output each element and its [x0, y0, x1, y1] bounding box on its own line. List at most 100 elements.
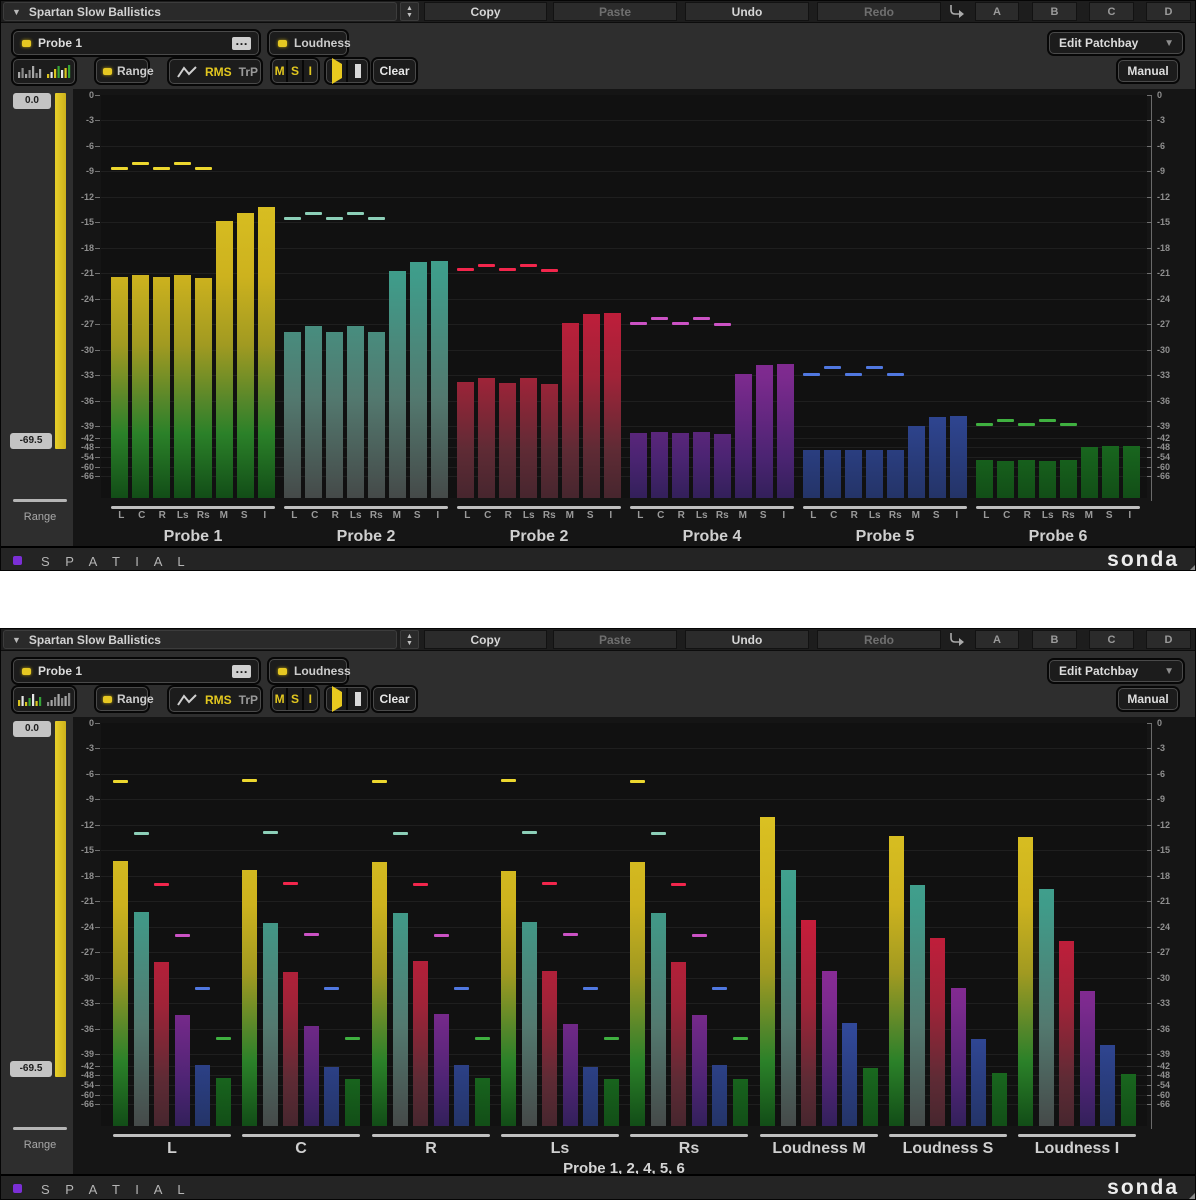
meter-group: L C R Ls Rs M S I Probe 6 [976, 95, 1140, 555]
channel-label: M [219, 510, 228, 521]
clear-button[interactable]: Clear [373, 687, 416, 711]
trp-toggle[interactable]: TrP [238, 692, 259, 707]
group-label: C [295, 1140, 307, 1157]
meter-bar [499, 383, 516, 498]
peak-marker [216, 1037, 231, 1040]
preset-a-button[interactable]: A [975, 2, 1019, 21]
probe-select-combo[interactable]: Probe 1 … [13, 31, 259, 55]
range-button-label: Range [117, 64, 154, 78]
play-icon [331, 686, 342, 712]
range-gauge-bar[interactable] [55, 721, 66, 1077]
meter-bar [134, 912, 149, 1126]
manual-button[interactable]: Manual [1118, 60, 1178, 82]
meter-view-split-icon[interactable] [17, 64, 42, 80]
range-bottom-value[interactable]: -69.5 [10, 1061, 52, 1077]
trp-toggle[interactable]: TrP [238, 64, 259, 79]
range-gauge-bar[interactable] [55, 93, 66, 449]
group-baseline [242, 1134, 360, 1137]
db-axis-left: 0 -3 -6 -9 -12 -15 -18 -21 -24 -27 -30 -33 -36 -39 -42… [73, 90, 100, 498]
peak-marker [692, 934, 707, 937]
range-led-icon [103, 67, 112, 75]
play-button[interactable] [327, 686, 346, 712]
preset-stepper[interactable]: ▲ ▼ [400, 630, 419, 649]
undo-button[interactable]: Undo [685, 2, 809, 21]
mid-toggle[interactable]: M [274, 692, 285, 706]
manual-button[interactable]: Manual [1118, 688, 1178, 710]
ab-copy-icon[interactable] [944, 2, 968, 21]
peak-marker [672, 322, 689, 325]
preset-d-button[interactable]: D [1146, 630, 1191, 649]
input-toggle[interactable]: I [308, 692, 312, 706]
meter-bar [413, 961, 428, 1126]
probes-bottom-label: Probe 1, 2, 4, 5, 6 [563, 1160, 685, 1177]
preset-d-button[interactable]: D [1146, 2, 1191, 21]
preset-c-button[interactable]: C [1089, 630, 1134, 649]
meter-view-grouped-icon[interactable] [46, 692, 71, 708]
peak-marker [368, 217, 385, 220]
peak-marker [997, 419, 1014, 422]
pause-button[interactable] [348, 692, 367, 706]
probe-options-icon[interactable]: … [232, 662, 251, 678]
channel-label-row: L C R Ls Rs M S I [803, 510, 967, 521]
paste-button[interactable]: Paste [553, 630, 677, 649]
pause-icon [354, 692, 361, 706]
rms-toggle[interactable]: RMS [205, 692, 232, 707]
meter-bar [910, 885, 925, 1126]
meter-view-split-icon[interactable] [17, 692, 42, 708]
range-toggle[interactable]: Range [96, 687, 154, 711]
paste-button[interactable]: Paste [553, 2, 677, 21]
meter-bar [604, 313, 621, 498]
preset-selector[interactable]: ▼ Spartan Slow Ballistics [3, 630, 397, 649]
channel-label: I [436, 510, 440, 521]
peak-marker [393, 832, 408, 835]
range-top-value[interactable]: 0.0 [13, 721, 51, 737]
meter-bar [153, 277, 170, 498]
copy-button[interactable]: Copy [424, 2, 547, 21]
preset-b-button[interactable]: B [1032, 2, 1077, 21]
meter-bar [733, 1079, 748, 1126]
play-button[interactable] [327, 58, 346, 84]
pause-button[interactable] [348, 64, 367, 78]
titlebar: ▼ Spartan Slow Ballistics ▲ ▼ Copy Paste … [1, 629, 1195, 651]
range-bottom-value[interactable]: -69.5 [10, 433, 52, 449]
loudness-toggle[interactable]: Loudness [269, 31, 351, 55]
range-top-value[interactable]: 0.0 [13, 93, 51, 109]
probe-options-icon[interactable]: … [232, 34, 251, 50]
copy-button[interactable]: Copy [424, 630, 547, 649]
meter-bar [195, 278, 212, 498]
resize-handle[interactable] [1187, 563, 1195, 570]
preset-c-button[interactable]: C [1089, 2, 1134, 21]
preset-a-button[interactable]: A [975, 630, 1019, 649]
peak-marker [413, 883, 428, 886]
meter-plot: Probe 1, 2, 4, 5, 6 L C R Ls Rs Loudness M Loud… [101, 723, 1147, 1177]
preset-b-button[interactable]: B [1032, 630, 1077, 649]
preset-selector[interactable]: ▼ Spartan Slow Ballistics [3, 2, 397, 21]
meter-area: 0 -3 -6 -9 -12 -15 -18 -21 -24 -27 -30 -33 -36 -39 -42… [73, 89, 1195, 546]
meter-view-grouped-icon[interactable] [46, 64, 71, 80]
meter-bar [1060, 460, 1077, 498]
range-toggle[interactable]: Range [96, 59, 154, 83]
peak-marker [541, 269, 558, 272]
meter-bar [393, 913, 408, 1126]
meter-bar [237, 213, 254, 498]
mid-toggle[interactable]: M [274, 64, 285, 78]
side-toggle[interactable]: S [290, 692, 299, 706]
preset-stepper[interactable]: ▲ ▼ [400, 2, 419, 21]
channel-label: S [759, 510, 767, 521]
probe-select-combo[interactable]: Probe 1 … [13, 659, 259, 683]
rms-toggle[interactable]: RMS [205, 64, 232, 79]
redo-button[interactable]: Redo [817, 2, 941, 21]
group-baseline [630, 506, 794, 509]
side-toggle[interactable]: S [290, 64, 299, 78]
loudness-toggle[interactable]: Loudness [269, 659, 351, 683]
resize-handle[interactable] [1187, 1191, 1195, 1199]
peak-marker [522, 831, 537, 834]
group-baseline [760, 1134, 878, 1137]
edit-patchbay-dropdown[interactable]: Edit Patchbay ▼ [1049, 660, 1183, 682]
undo-button[interactable]: Undo [685, 630, 809, 649]
redo-button[interactable]: Redo [817, 630, 941, 649]
ab-copy-icon[interactable] [944, 630, 968, 649]
edit-patchbay-dropdown[interactable]: Edit Patchbay ▼ [1049, 32, 1183, 54]
clear-button[interactable]: Clear [373, 59, 416, 83]
input-toggle[interactable]: I [308, 64, 312, 78]
